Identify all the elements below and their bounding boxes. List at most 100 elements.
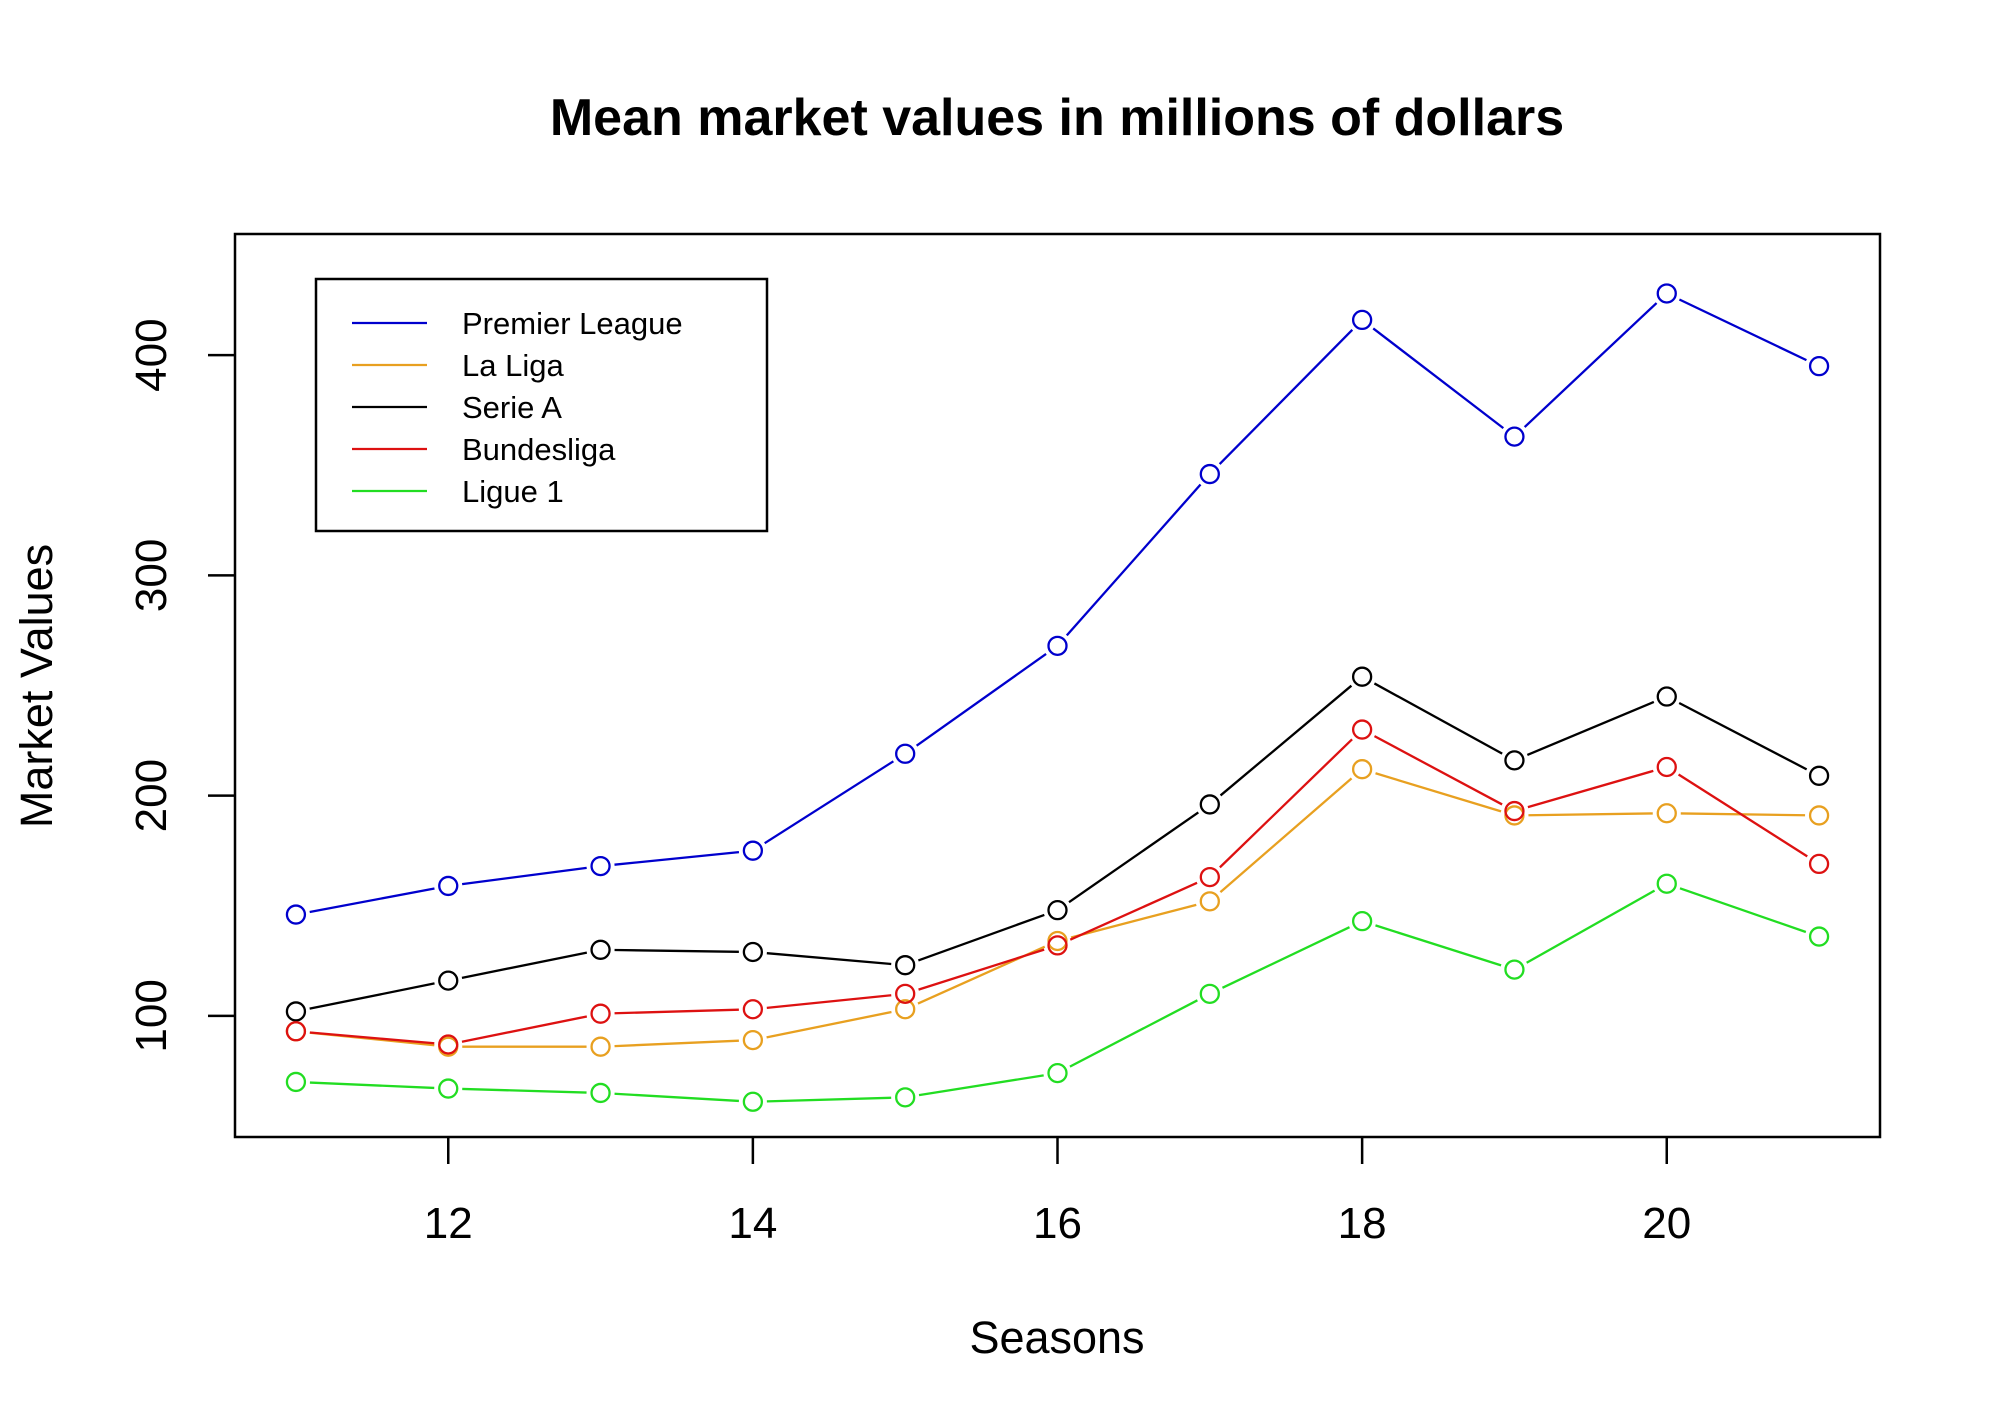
- data-point: [1351, 309, 1373, 331]
- series-line-segment: [766, 994, 892, 1009]
- series-line-segment: [461, 951, 588, 979]
- series-line-segment: [461, 1015, 588, 1043]
- data-point: [1351, 719, 1373, 740]
- series-line-segment: [918, 948, 1045, 991]
- series-line-segment: [1068, 811, 1199, 904]
- y-axis-label: Market Values: [11, 544, 62, 828]
- series-ligue-1: [285, 873, 1830, 1112]
- data-point: [895, 999, 916, 1020]
- data-point: [1808, 926, 1830, 947]
- series-line-segment: [614, 1092, 739, 1103]
- data-point: [1656, 803, 1677, 824]
- legend-label: La Liga: [462, 348, 564, 383]
- data-point: [438, 970, 459, 991]
- series-line-segment: [309, 887, 435, 914]
- series-line-segment: [1526, 700, 1655, 757]
- series-line-segment: [1375, 924, 1502, 967]
- data-point: [1351, 759, 1373, 780]
- series-line-segment: [1523, 302, 1658, 428]
- data-point: [438, 1078, 459, 1099]
- data-point: [285, 1021, 307, 1042]
- y-axis: 100 200 300 400: [127, 318, 235, 1053]
- series-line-segment: [1372, 327, 1505, 430]
- data-point: [285, 1001, 307, 1022]
- data-point: [895, 983, 916, 1004]
- data-point: [590, 1036, 611, 1057]
- data-point: [1808, 853, 1830, 875]
- data-point: [285, 904, 307, 925]
- data-point: [1504, 750, 1525, 771]
- data-point: [895, 955, 916, 976]
- series-line-segment: [461, 866, 587, 886]
- x-axis: 12 14 16 18 20: [424, 1137, 1691, 1248]
- data-point: [1504, 800, 1525, 822]
- data-point: [1199, 794, 1220, 815]
- series-line-segment: [1375, 772, 1502, 813]
- series-line-segment: [614, 1008, 739, 1015]
- series-line-segment: [764, 760, 894, 845]
- legend-label: Ligue 1: [462, 474, 564, 509]
- series-line-segment: [1218, 329, 1354, 465]
- data-point: [1351, 911, 1373, 932]
- data-point: [1351, 666, 1373, 687]
- series-line-segment: [918, 1074, 1044, 1097]
- series-line-segment: [309, 1031, 435, 1045]
- series-line-segment: [1526, 889, 1656, 964]
- legend-label: Premier League: [462, 306, 683, 341]
- legend: Premier League La Liga Serie A Bundesliga Li…: [314, 277, 769, 533]
- data-point: [1199, 983, 1220, 1004]
- series-la-liga: [285, 759, 1830, 1057]
- data-point: [1808, 765, 1830, 786]
- data-point: [742, 941, 764, 963]
- legend-box: [314, 277, 769, 533]
- data-point: [1199, 866, 1220, 888]
- series-line-segment: [1219, 738, 1353, 869]
- data-point: [895, 743, 916, 764]
- series-line-segment: [1528, 812, 1653, 817]
- series-line-segment: [462, 1087, 587, 1094]
- legend-label: Serie A: [462, 390, 562, 425]
- x-tick-label: 20: [1642, 1199, 1691, 1248]
- data-point: [1047, 635, 1068, 657]
- data-point: [1047, 935, 1068, 956]
- series-layer: [285, 283, 1830, 1112]
- data-point: [1808, 805, 1830, 826]
- chart-title: Mean market values in millions of dollar…: [550, 89, 1564, 147]
- series-line-segment: [1069, 999, 1198, 1068]
- x-tick-label: 12: [424, 1199, 473, 1248]
- data-point: [1504, 959, 1525, 980]
- data-point: [590, 1082, 611, 1104]
- legend-label: Bundesliga: [462, 432, 616, 467]
- series-line-segment: [1219, 777, 1353, 894]
- data-point: [1808, 355, 1830, 377]
- data-point: [285, 1071, 307, 1093]
- data-point: [742, 1091, 764, 1112]
- series-line-segment: [766, 952, 892, 966]
- data-point: [742, 840, 764, 861]
- series-line-segment: [614, 850, 740, 866]
- data-point: [438, 1034, 459, 1055]
- series-line-segment: [917, 913, 1045, 962]
- y-tick-label: 100: [127, 979, 176, 1052]
- data-point: [590, 1003, 611, 1024]
- data-point: [895, 1087, 916, 1108]
- data-point: [1199, 891, 1220, 912]
- series-line-segment: [766, 1010, 892, 1039]
- series-line-segment: [1677, 773, 1808, 858]
- data-point: [1504, 805, 1525, 826]
- series-bundesliga: [285, 719, 1830, 1055]
- series-line-segment: [1678, 701, 1808, 771]
- y-tick-label: 400: [127, 318, 176, 391]
- series-line-segment: [1679, 887, 1807, 934]
- data-point: [1504, 426, 1525, 447]
- legend-items: Premier League La Liga Serie A Bundesliga Li…: [352, 306, 683, 509]
- data-point: [1047, 899, 1068, 921]
- series-line-segment: [1219, 684, 1353, 797]
- series-line-segment: [614, 1039, 739, 1048]
- series-line-segment: [915, 653, 1047, 747]
- data-point: [1656, 873, 1677, 894]
- data-point: [590, 855, 611, 877]
- data-point: [1047, 930, 1068, 952]
- x-tick-label: 14: [728, 1199, 777, 1248]
- data-point: [1656, 756, 1677, 778]
